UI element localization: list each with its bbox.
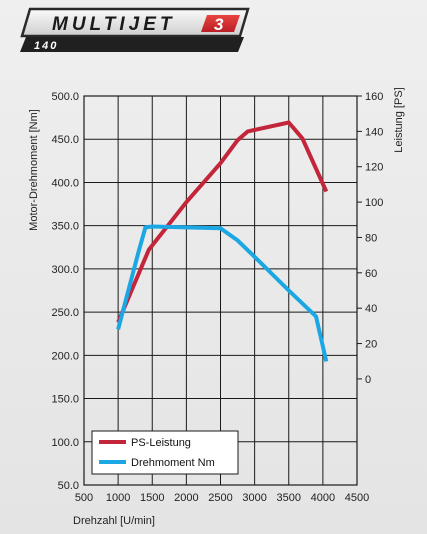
left-axis-title: Motor-Drehmoment [Nm] xyxy=(28,109,40,231)
left-tick-label: 150.0 xyxy=(51,394,79,406)
x-tick-label: 3500 xyxy=(277,492,301,504)
right-tick-label: 100 xyxy=(365,197,383,209)
grid xyxy=(84,96,357,485)
x-tick-label: 3000 xyxy=(242,492,266,504)
x-tick-label: 1500 xyxy=(140,492,164,504)
left-axis-ticks: 500.0 450.0 400.0 350.0 300.0 250.0 200.0 150.0… xyxy=(51,91,79,492)
x-tick-label: 2000 xyxy=(174,492,198,504)
left-tick-label: 400.0 xyxy=(51,177,79,189)
left-tick-label: 250.0 xyxy=(51,307,79,319)
right-tick-label: 160 xyxy=(365,91,383,103)
left-tick-label: 500.0 xyxy=(51,91,79,103)
multijet-logo: MULTIJET 3 140 xyxy=(20,7,250,52)
right-tick-label: 0 xyxy=(365,374,371,386)
right-tick-label: 120 xyxy=(365,162,383,174)
x-tick-label: 2500 xyxy=(208,492,232,504)
legend-label-ps-leistung: PS-Leistung xyxy=(131,437,191,449)
left-tick-label: 200.0 xyxy=(51,350,79,362)
logo-number-plate xyxy=(201,15,240,32)
left-tick-label: 450.0 xyxy=(51,134,79,146)
left-tick-label: 100.0 xyxy=(51,437,79,449)
x-axis-ticks: 500 1000 1500 2000 2500 3000 3500 4000 4500 xyxy=(75,492,369,504)
series-line-ps-leistung xyxy=(116,120,329,324)
series-group xyxy=(116,120,329,362)
right-tick-label: 20 xyxy=(365,339,377,351)
right-tick-label: 80 xyxy=(365,232,377,244)
left-tick-label: 300.0 xyxy=(51,264,79,276)
legend-label-drehmoment: Drehmoment Nm xyxy=(131,457,215,469)
x-axis-title: Drehzahl [U/min] xyxy=(73,515,155,527)
right-tick-label: 40 xyxy=(365,303,377,315)
series-line-drehmoment-nm xyxy=(116,224,329,362)
logo-number: 3 xyxy=(214,15,224,34)
plot-area-frame xyxy=(83,95,358,486)
x-tick-label: 500 xyxy=(75,492,93,504)
right-axis-ticks: 160 140 120 100 80 60 40 20 0 xyxy=(357,91,383,386)
x-tick-label: 4000 xyxy=(311,492,335,504)
left-tick-label: 50.0 xyxy=(58,480,79,492)
right-tick-label: 60 xyxy=(365,268,377,280)
logo-subtitle: 140 xyxy=(34,40,58,52)
left-tick-label: 350.0 xyxy=(51,221,79,233)
x-tick-label: 1000 xyxy=(106,492,130,504)
right-tick-label: 140 xyxy=(365,126,383,138)
logo-title: MULTIJET xyxy=(52,14,175,35)
legend: PS-Leistung Drehmoment Nm xyxy=(91,430,239,475)
x-tick-label: 4500 xyxy=(345,492,369,504)
right-axis-title: Leistung [PS] xyxy=(393,87,405,152)
legend-box xyxy=(91,430,239,475)
